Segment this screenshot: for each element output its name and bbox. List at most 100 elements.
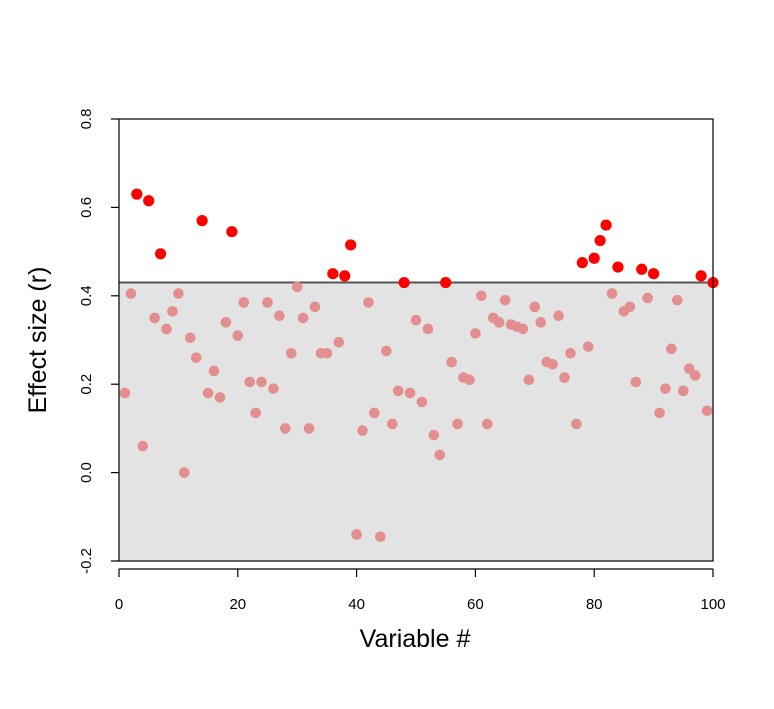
point-below-threshold	[470, 328, 481, 339]
point-below-threshold	[333, 336, 345, 348]
point-below-threshold	[250, 407, 261, 419]
point-below-threshold	[493, 317, 505, 328]
x-tick-label: 60	[467, 596, 484, 613]
point-below-threshold	[660, 383, 671, 394]
point-below-threshold	[363, 297, 374, 308]
point-below-threshold	[167, 305, 178, 317]
x-axis: 0 20 40 60 80 100	[115, 568, 726, 613]
point-below-threshold	[232, 330, 244, 341]
point-below-threshold	[125, 288, 137, 299]
x-tick-label: 20	[229, 596, 246, 613]
point-below-threshold	[630, 376, 642, 388]
point-below-threshold	[464, 374, 475, 386]
point-below-threshold	[547, 359, 558, 370]
point-below-threshold	[654, 407, 665, 419]
point-above-threshold	[594, 234, 606, 247]
point-below-threshold	[190, 352, 202, 363]
point-below-threshold	[701, 405, 713, 417]
x-tick-label: 80	[586, 596, 603, 613]
point-above-threshold	[131, 188, 143, 200]
y-tick-label: 0.6	[78, 197, 95, 218]
point-below-threshold	[678, 385, 689, 397]
point-below-threshold	[357, 425, 368, 436]
point-above-threshold	[695, 270, 707, 282]
point-above-threshold	[588, 252, 600, 264]
point-below-threshold	[137, 440, 149, 452]
point-below-threshold	[285, 347, 297, 359]
point-above-threshold	[345, 239, 357, 251]
point-below-threshold	[582, 341, 594, 352]
point-below-threshold	[375, 531, 386, 542]
y-tick-label: 0.0	[78, 462, 95, 483]
point-above-threshold	[143, 195, 155, 207]
point-below-threshold	[184, 332, 196, 344]
shaded-region	[119, 282, 713, 561]
x-tick-label: 40	[348, 596, 365, 613]
y-axis-title: Effect size (r)	[24, 267, 52, 414]
point-above-threshold	[636, 263, 648, 275]
point-below-threshold	[523, 374, 535, 386]
point-below-threshold	[280, 423, 291, 434]
point-below-threshold	[392, 385, 404, 397]
point-below-threshold	[481, 418, 493, 430]
point-below-threshold	[208, 365, 220, 377]
plot-frame	[118, 118, 714, 562]
point-below-threshold	[179, 467, 190, 478]
point-below-threshold	[303, 423, 315, 434]
point-below-threshold	[309, 301, 321, 313]
y-tick-label: -0.2	[78, 548, 95, 574]
x-tick-label: 0	[115, 596, 123, 613]
point-below-threshold	[535, 317, 547, 328]
point-below-threshold	[499, 294, 511, 306]
point-above-threshold	[612, 261, 624, 273]
point-below-threshold	[553, 310, 564, 321]
y-axis: -0.2 0.0 0.2 0.4 0.6 0.8	[78, 109, 119, 574]
point-below-threshold	[689, 370, 701, 381]
point-below-threshold	[416, 396, 428, 408]
point-below-threshold	[161, 323, 172, 335]
point-below-threshold	[238, 297, 250, 308]
y-tick-label: 0.4	[78, 285, 95, 306]
point-below-threshold	[672, 294, 683, 306]
point-below-threshold	[565, 347, 576, 359]
point-below-threshold	[220, 317, 232, 328]
point-below-threshold	[529, 301, 541, 313]
point-below-threshold	[571, 418, 582, 430]
point-below-threshold	[381, 345, 392, 357]
point-below-threshold	[446, 356, 457, 368]
point-below-threshold	[119, 387, 131, 399]
points-group	[119, 188, 719, 542]
point-above-threshold	[398, 276, 410, 289]
point-above-threshold	[600, 219, 612, 231]
point-above-threshold	[196, 215, 208, 227]
point-below-threshold	[321, 347, 333, 359]
x-tick-label: 100	[700, 596, 725, 613]
point-below-threshold	[624, 301, 636, 313]
point-below-threshold	[202, 387, 214, 399]
point-below-threshold	[404, 387, 416, 399]
point-below-threshold	[410, 314, 422, 326]
point-above-threshold	[339, 270, 351, 282]
point-below-threshold	[149, 312, 160, 324]
point-below-threshold	[256, 376, 267, 388]
point-below-threshold	[428, 429, 440, 441]
point-below-threshold	[434, 449, 446, 461]
point-below-threshold	[452, 418, 463, 430]
point-above-threshold	[154, 248, 167, 260]
point-below-threshold	[476, 290, 487, 302]
point-below-threshold	[559, 372, 570, 383]
point-below-threshold	[244, 376, 255, 388]
point-below-threshold	[291, 281, 303, 293]
point-above-threshold	[648, 268, 660, 280]
point-below-threshold	[268, 383, 279, 394]
point-below-threshold	[351, 529, 362, 540]
point-below-threshold	[422, 323, 434, 335]
x-axis-title: Variable #	[360, 625, 471, 653]
point-below-threshold	[386, 418, 398, 430]
point-above-threshold	[440, 276, 452, 289]
y-tick-label: 0.8	[78, 109, 95, 130]
point-below-threshold	[214, 392, 226, 403]
point-below-threshold	[606, 288, 618, 299]
point-below-threshold	[517, 323, 529, 335]
